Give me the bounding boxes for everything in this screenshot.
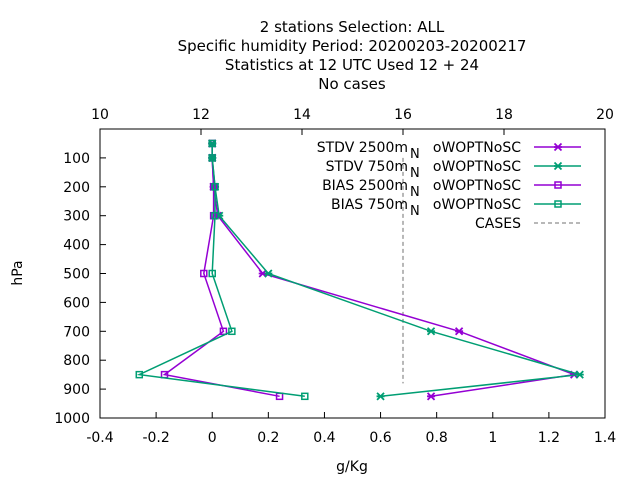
x-tick-label: 0.2 <box>257 430 279 446</box>
legend-suffix: oWOPTNoSC <box>433 159 521 175</box>
x-tick-label: -0.2 <box>142 430 169 446</box>
x2-tick-label: 14 <box>293 107 311 123</box>
title-line: Statistics at 12 UTC Used 12 + 24 <box>225 56 479 74</box>
data-point <box>575 370 584 379</box>
y-tick-label: 1000 <box>54 411 90 427</box>
legend-item: CASES <box>475 216 581 232</box>
legend-label: CASES <box>475 216 521 232</box>
legend-suffix: oWOPTNoSC <box>433 178 521 194</box>
x-tick-label: 0 <box>208 430 217 446</box>
y-tick-label: 100 <box>63 151 90 167</box>
left-axis: 100 200 300 400 500 600 700 800 900 1000 <box>54 151 106 427</box>
y-tick-label: 200 <box>63 180 90 196</box>
legend-label: STDV 2500m <box>317 140 408 156</box>
data-point <box>211 183 219 191</box>
legend-subscript: N <box>410 166 420 181</box>
legend-suffix: oWOPTNoSC <box>433 197 521 213</box>
data-point <box>200 269 208 278</box>
x-tick-label: 0.6 <box>369 430 391 446</box>
title-line: Specific humidity Period: 20200203-20200… <box>178 37 527 55</box>
y-tick-label: 800 <box>63 353 90 369</box>
y-tick-label: 500 <box>63 267 90 283</box>
legend-label: BIAS 2500m <box>322 178 408 194</box>
top-axis: 10 12 14 16 18 20 <box>91 107 614 135</box>
data-point <box>426 327 436 336</box>
x-tick-label: 1.4 <box>594 430 616 446</box>
data-point <box>208 154 216 162</box>
data-point <box>426 392 436 401</box>
x-tick-label: -0.4 <box>86 430 113 446</box>
plot-frame <box>99 128 606 419</box>
data-point <box>208 139 216 148</box>
legend-marker <box>553 142 563 152</box>
y-axis-label: hPa <box>10 260 26 285</box>
legend-label: BIAS 750m <box>331 197 408 213</box>
legend-marker <box>553 161 563 171</box>
legend-marker <box>554 200 562 208</box>
data-point <box>208 269 216 278</box>
series <box>135 139 309 401</box>
series-line <box>136 143 305 398</box>
series-line <box>162 143 280 398</box>
x-tick-label: 1.2 <box>538 430 560 446</box>
x2-tick-label: 20 <box>596 107 614 123</box>
x-axis-label: g/Kg <box>336 459 368 475</box>
y-tick-label: 300 <box>63 209 90 225</box>
title-line: No cases <box>318 75 386 93</box>
data-point <box>376 392 385 401</box>
data-point <box>301 392 309 401</box>
x2-tick-label: 12 <box>192 107 210 123</box>
legend-label: STDV 750m <box>326 159 408 175</box>
x-tick-label: 0.8 <box>426 430 448 446</box>
series-layer <box>135 139 584 401</box>
data-point <box>211 211 219 220</box>
data-point <box>454 327 464 336</box>
data-point <box>219 327 228 336</box>
title-line: 2 stations Selection: ALL <box>260 18 445 36</box>
y-tick-label: 700 <box>63 324 90 340</box>
data-point <box>228 327 236 336</box>
x-tick-label: 0.4 <box>313 430 335 446</box>
data-point <box>264 269 273 278</box>
y-tick-label: 600 <box>63 295 90 311</box>
x-tick-label: 1 <box>488 430 497 446</box>
legend-marker <box>554 181 562 189</box>
legend-suffix: oWOPTNoSC <box>433 140 521 156</box>
x2-tick-label: 10 <box>91 107 109 123</box>
x2-tick-label: 16 <box>394 107 412 123</box>
y-tick-label: 400 <box>63 238 90 254</box>
x2-tick-label: 18 <box>495 107 513 123</box>
legend-subscript: N <box>410 147 420 162</box>
y-tick-label: 900 <box>63 382 90 398</box>
legend-subscript: N <box>410 185 420 200</box>
data-point <box>135 370 144 379</box>
bottom-axis: -0.4 -0.2 0 0.2 0.4 0.6 0.8 1 1.2 1.4 <box>86 412 616 446</box>
legend-subscript: N <box>410 204 420 219</box>
